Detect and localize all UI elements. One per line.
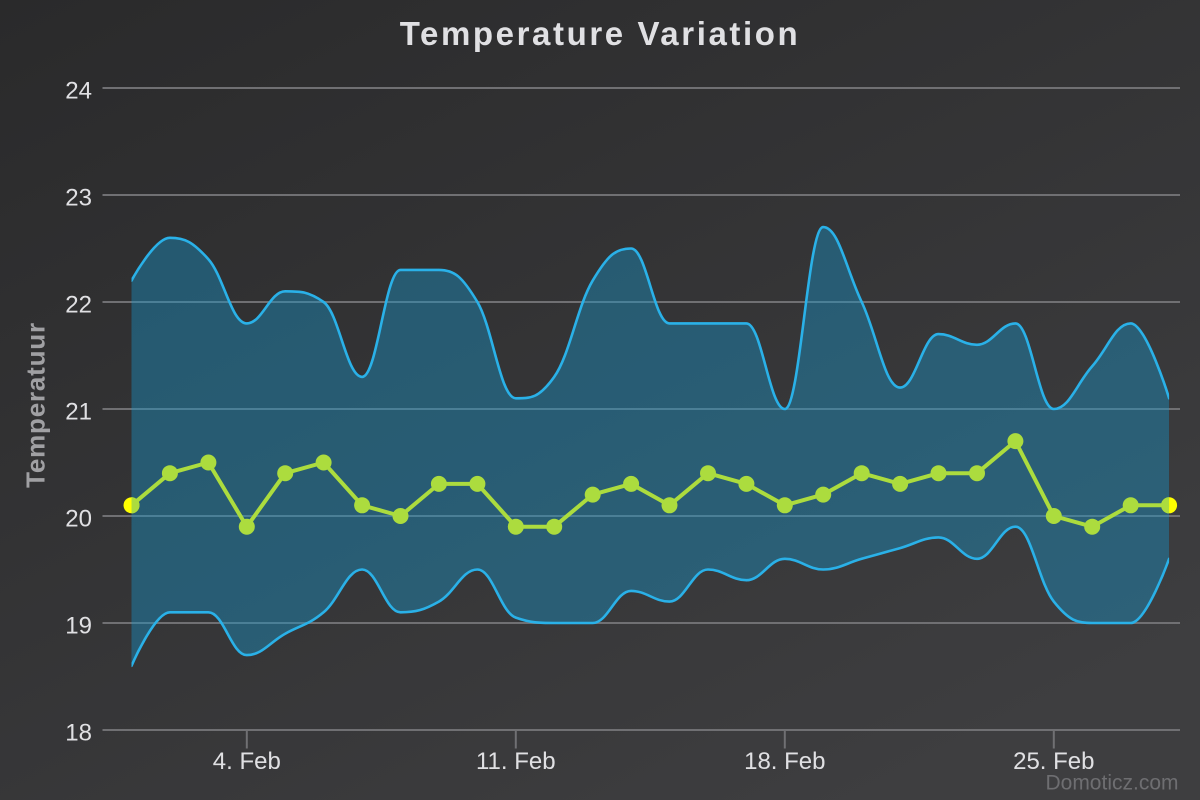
svg-text:Domoticz.com: Domoticz.com <box>1045 772 1178 795</box>
svg-text:23: 23 <box>65 185 92 212</box>
svg-text:24: 24 <box>65 78 92 105</box>
svg-text:22: 22 <box>65 292 92 319</box>
svg-text:Temperature Variation: Temperature Variation <box>400 15 801 52</box>
svg-text:11. Feb: 11. Feb <box>476 748 556 775</box>
svg-text:20: 20 <box>65 506 92 533</box>
svg-text:21: 21 <box>65 399 92 426</box>
svg-text:18: 18 <box>65 720 92 747</box>
svg-text:4. Feb: 4. Feb <box>213 748 281 775</box>
svg-text:25. Feb: 25. Feb <box>1013 748 1094 775</box>
svg-text:18. Feb: 18. Feb <box>744 748 825 775</box>
svg-text:19: 19 <box>65 613 92 640</box>
svg-text:Temperatuur: Temperatuur <box>21 322 51 488</box>
